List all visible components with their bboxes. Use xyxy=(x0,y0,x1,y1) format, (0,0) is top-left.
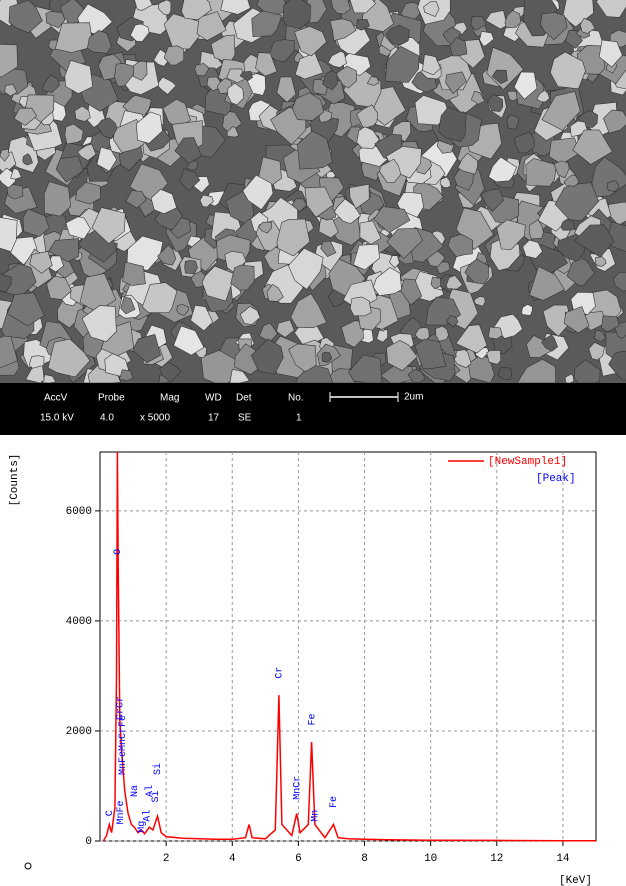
crystal xyxy=(488,327,502,339)
peak-label: Na xyxy=(130,785,141,797)
info-value: 4.0 xyxy=(100,413,114,424)
peak-label: Mn xyxy=(311,810,322,822)
info-header: WD xyxy=(205,393,222,404)
figure: 2um [Counts] [KeV] AccV Probe Mag WD Det No. 1… xyxy=(0,0,626,886)
x-tick-label: 2 xyxy=(163,853,170,865)
sem-info-bar xyxy=(0,383,626,435)
icon xyxy=(25,863,31,869)
x-tick-label: 10 xyxy=(424,853,437,865)
info-value: x 5000 xyxy=(140,413,170,424)
info-header: No. xyxy=(288,393,304,404)
peak-label: Al xyxy=(142,810,154,822)
x-tick-label: 14 xyxy=(556,853,570,865)
peak-label: C xyxy=(105,810,116,816)
crystal xyxy=(185,260,198,273)
info-value: 17 xyxy=(208,413,220,424)
info-header: AccV xyxy=(44,393,68,404)
x-tick-label: 8 xyxy=(361,853,368,865)
peak-label: MnFeMnCrFe xyxy=(118,715,129,775)
scale-bar-label: 2um xyxy=(404,392,423,403)
plot-area xyxy=(100,452,596,841)
x-tick-label: 6 xyxy=(295,853,302,865)
peak-label: Cr xyxy=(275,667,286,679)
legend-label: [Peak] xyxy=(536,473,576,485)
peak-label: MnFe xyxy=(116,800,127,824)
x-tick-label: 4 xyxy=(229,853,236,865)
x-tick-label: 12 xyxy=(490,853,503,865)
info-header: Probe xyxy=(98,393,125,404)
info-value: SE xyxy=(238,413,252,424)
x-axis-label: [KeV] xyxy=(559,875,592,886)
info-value: 15.0 kV xyxy=(40,413,74,424)
info-header: Mag xyxy=(160,393,179,404)
info-value: 1 xyxy=(296,413,302,424)
peak-label: Si xyxy=(152,763,164,775)
y-axis-label: [Counts] xyxy=(9,454,21,507)
y-tick-label: 4000 xyxy=(66,616,92,628)
y-tick-label: 6000 xyxy=(66,506,92,518)
peak-label: O xyxy=(113,549,124,555)
peak-label: MnCr xyxy=(292,776,303,800)
legend-label: [NewSample1] xyxy=(488,456,567,468)
info-header: Det xyxy=(236,393,252,404)
y-tick-label: 2000 xyxy=(66,726,92,738)
peak-label: Fe xyxy=(307,713,318,725)
peak-label: Si xyxy=(150,790,162,802)
y-tick-label: 0 xyxy=(85,836,92,848)
peak-label: Fe xyxy=(329,796,340,808)
